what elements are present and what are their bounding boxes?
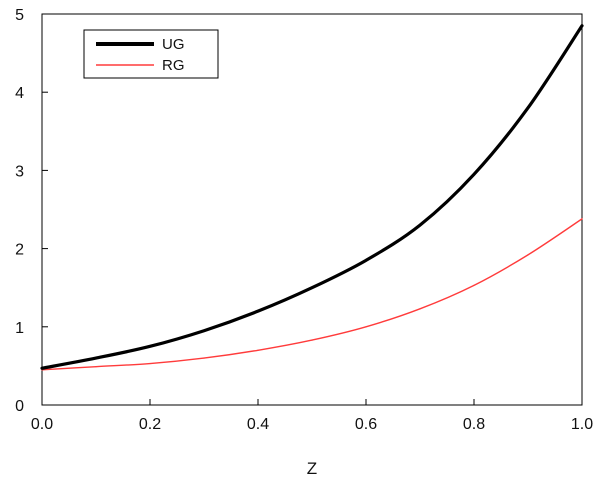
data-point-rg xyxy=(419,308,421,310)
ticks-layer: 0.0 0.2 0.4 0.6 0.8 1.0 0 1 2 3 4 5 xyxy=(15,7,593,433)
data-point-ug xyxy=(95,357,97,359)
data-point-ug xyxy=(419,224,421,226)
x-axis-title: Z xyxy=(307,459,317,478)
data-point-rg xyxy=(203,357,205,359)
y-tick-label: 3 xyxy=(15,163,24,180)
data-point-ug xyxy=(149,345,151,347)
data-point-rg xyxy=(581,218,583,220)
data-point-rg xyxy=(149,362,151,365)
data-point-ug xyxy=(527,107,529,109)
x-tick-label: 0.6 xyxy=(355,416,377,433)
x-tick-label: 0.0 xyxy=(31,416,53,433)
data-point-rg xyxy=(95,366,97,368)
data-point-ug xyxy=(203,330,205,332)
y-tick-label: 1 xyxy=(15,320,24,337)
legend-box xyxy=(83,29,219,79)
data-point-rg xyxy=(257,349,259,351)
data-point-rg xyxy=(365,326,367,328)
legend-rg-label: RG xyxy=(162,57,185,74)
x-tick-label: 0.4 xyxy=(247,416,269,433)
series-line-ug xyxy=(40,24,584,370)
data-point-ug xyxy=(473,173,475,175)
x-tick-label: 0.8 xyxy=(463,416,485,433)
x-tick-label: 1.0 xyxy=(571,416,593,433)
data-point-ug xyxy=(311,287,313,289)
data-point-rg xyxy=(311,339,313,341)
legend: UG RG xyxy=(83,29,219,79)
y-tick-label: 2 xyxy=(15,242,24,259)
series-layer xyxy=(40,24,584,371)
x-tick-label: 0.2 xyxy=(139,416,161,433)
data-point-ug xyxy=(581,25,583,27)
series-line-rg xyxy=(41,218,583,371)
data-point-rg xyxy=(473,284,475,286)
data-point-ug xyxy=(257,310,259,312)
y-tick-label: 4 xyxy=(15,85,24,102)
y-tick-label: 0 xyxy=(15,398,24,415)
y-tick-label: 5 xyxy=(15,7,24,24)
plot-frame xyxy=(41,13,583,406)
legend-ug-label: UG xyxy=(162,36,185,53)
data-point-rg xyxy=(527,254,529,256)
data-point-ug xyxy=(41,367,43,369)
data-point-ug xyxy=(365,259,367,261)
